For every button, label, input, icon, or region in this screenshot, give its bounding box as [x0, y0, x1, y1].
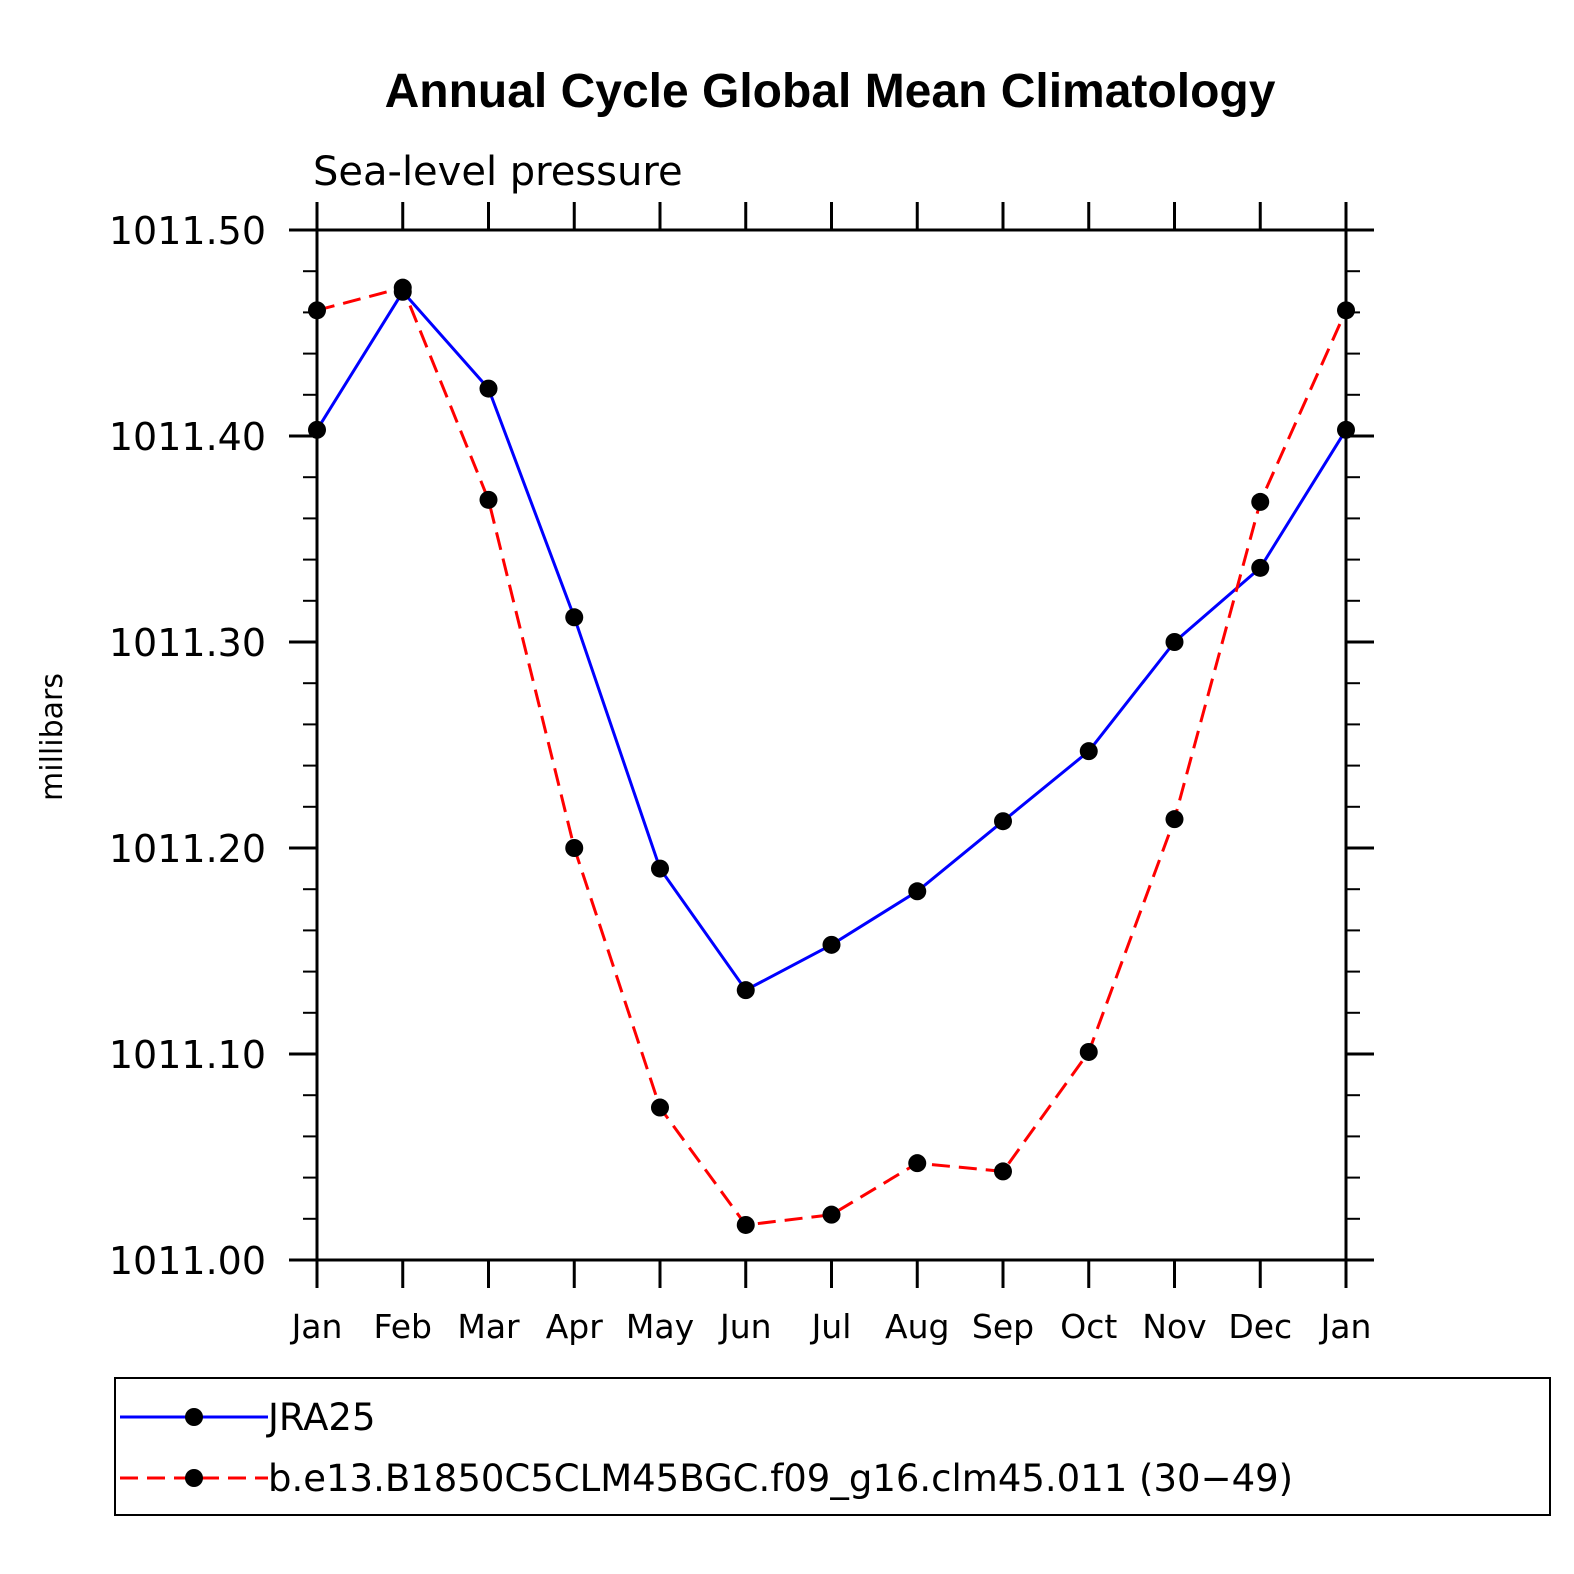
series-1-point — [565, 839, 584, 857]
series-0-point — [822, 935, 841, 954]
x-tick-label: Nov — [1142, 1307, 1206, 1346]
x-tick-label: Mar — [457, 1307, 520, 1346]
x-tick-label: Aug — [885, 1307, 949, 1346]
series-1-point — [1251, 492, 1270, 511]
chart-subtitle: Sea-level pressure — [313, 149, 683, 195]
series-0-point — [908, 882, 927, 901]
series-line-1 — [316, 285, 1348, 1227]
series-1-point — [1165, 810, 1184, 829]
series-line-0 — [315, 289, 1348, 993]
series-0-point — [1251, 558, 1270, 577]
x-tick-label: May — [626, 1307, 694, 1346]
series-0-point — [479, 379, 498, 398]
series-1-point — [994, 1162, 1012, 1181]
y-tick-label: 1011.20 — [109, 827, 266, 871]
legend-marker-jra25 — [185, 1408, 203, 1426]
series-0-point — [565, 608, 584, 627]
x-tick-label: Jan — [1319, 1307, 1372, 1346]
y-tick-label: 1011.30 — [109, 621, 266, 665]
series-1-point — [908, 1154, 927, 1173]
legend-marker-model — [185, 1469, 203, 1487]
x-tick-labels: Jan Feb Mar Apr May Jun Jul Aug Sep Oct Nov Dec Jan — [290, 1307, 1372, 1346]
series-1-point — [1337, 301, 1355, 320]
chart-title: Annual Cycle Global Mean Climatology — [385, 65, 1276, 118]
x-tick-label: Dec — [1228, 1307, 1292, 1346]
series-0-point — [651, 859, 669, 878]
series-0-point — [1079, 742, 1098, 761]
y-tick-labels: 1011.00 1011.10 1011.20 1011.30 1011.40 1011.… — [109, 209, 266, 1283]
series-1-point — [479, 490, 498, 509]
axis-ticks — [289, 202, 1374, 1288]
series-0-point — [1165, 633, 1184, 651]
series-0-point — [1337, 420, 1355, 439]
legend-label-jra25: JRA25 — [266, 1396, 376, 1439]
plot-frame — [315, 228, 1348, 1262]
series-0-point — [994, 812, 1012, 831]
x-tick-label: Sep — [972, 1307, 1034, 1346]
x-tick-label: Apr — [546, 1307, 604, 1346]
series-1-point — [308, 301, 326, 320]
series-1-point — [651, 1098, 669, 1117]
series-1-point — [822, 1205, 841, 1224]
legend-box — [114, 1377, 1551, 1516]
y-tick-label: 1011.50 — [109, 209, 266, 253]
series-layer — [308, 278, 1355, 1234]
legend-label-model: b.e13.B1850C5CLM45BGC.f09_g16.clm45.011 … — [268, 1457, 1293, 1500]
x-tick-label: Feb — [374, 1307, 432, 1346]
series-1-point — [1079, 1042, 1098, 1061]
series-1-point — [393, 278, 412, 297]
y-axis-label: millibars — [35, 673, 70, 801]
series-1-point — [736, 1215, 755, 1234]
series-0-point — [736, 981, 755, 1000]
x-tick-label: Jul — [810, 1307, 852, 1346]
legend: JRA25 b.e13.B1850C5CLM45BGC.f09_g16.clm4… — [114, 1377, 1551, 1516]
y-tick-label: 1011.40 — [109, 415, 266, 459]
x-tick-label: Jun — [718, 1307, 772, 1346]
y-tick-label: 1011.00 — [109, 1239, 266, 1283]
x-tick-label: Oct — [1060, 1307, 1117, 1346]
series-0-point — [308, 420, 326, 439]
y-tick-label: 1011.10 — [109, 1033, 266, 1077]
x-tick-label: Jan — [290, 1307, 343, 1346]
